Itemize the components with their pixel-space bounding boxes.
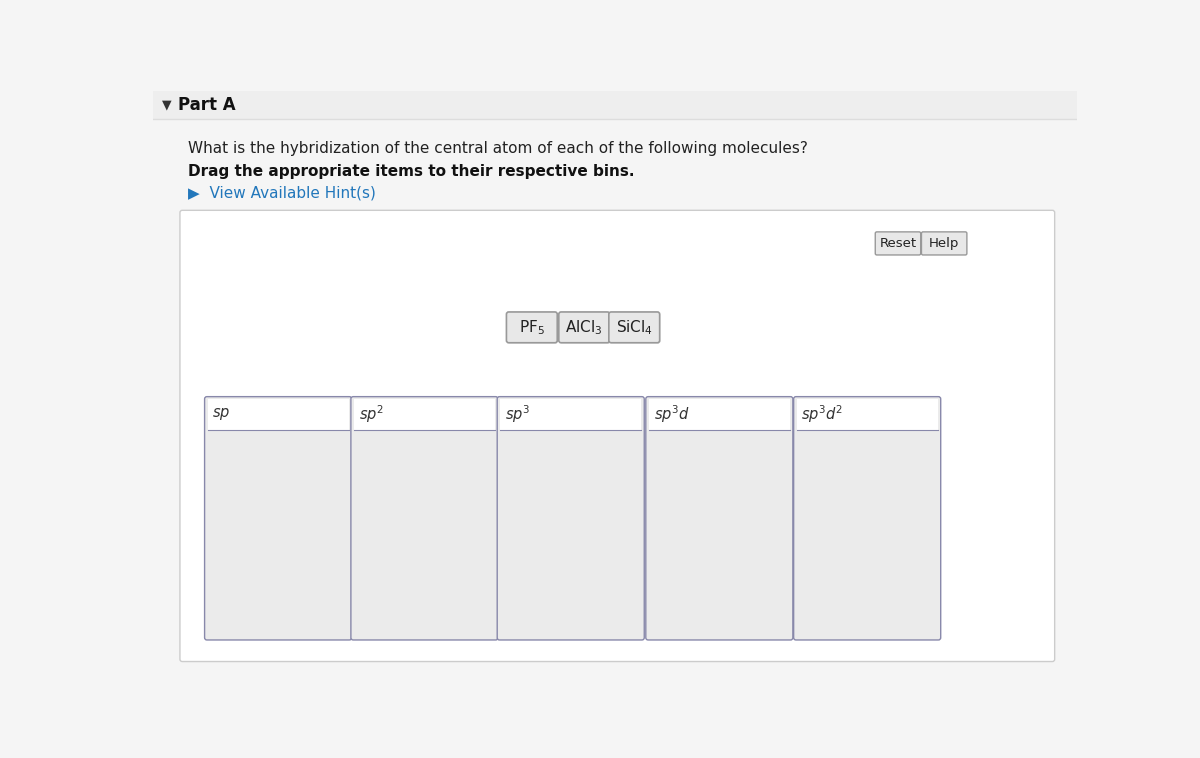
Text: $sp^3$d$^2$: $sp^3$d$^2$: [802, 403, 842, 425]
Text: $sp$: $sp$: [212, 406, 230, 422]
Text: What is the hybridization of the central atom of each of the following molecules: What is the hybridization of the central…: [187, 141, 808, 156]
FancyBboxPatch shape: [608, 312, 660, 343]
Bar: [154, 91, 1078, 119]
Bar: [797, 399, 937, 430]
FancyBboxPatch shape: [204, 396, 352, 640]
Bar: [354, 399, 494, 430]
Text: AlCl$_3$: AlCl$_3$: [565, 318, 602, 337]
Text: $sp^3$: $sp^3$: [505, 403, 530, 425]
Text: ▶  View Available Hint(s): ▶ View Available Hint(s): [187, 186, 376, 201]
Text: Help: Help: [929, 237, 959, 250]
FancyBboxPatch shape: [350, 396, 498, 640]
Text: $sp^2$: $sp^2$: [359, 403, 384, 425]
FancyBboxPatch shape: [497, 396, 644, 640]
Bar: [208, 399, 348, 430]
FancyBboxPatch shape: [793, 396, 941, 640]
Text: Drag the appropriate items to their respective bins.: Drag the appropriate items to their resp…: [187, 164, 634, 179]
FancyBboxPatch shape: [875, 232, 920, 255]
FancyBboxPatch shape: [559, 312, 610, 343]
Text: ▼: ▼: [162, 99, 172, 111]
FancyBboxPatch shape: [559, 313, 611, 343]
Text: Part A: Part A: [178, 96, 235, 114]
FancyBboxPatch shape: [610, 313, 660, 343]
Text: SiCl$_4$: SiCl$_4$: [616, 318, 653, 337]
Text: PF$_5$: PF$_5$: [518, 318, 545, 337]
FancyBboxPatch shape: [922, 232, 967, 255]
FancyBboxPatch shape: [508, 313, 558, 343]
FancyBboxPatch shape: [646, 396, 793, 640]
Bar: [649, 399, 790, 430]
FancyBboxPatch shape: [180, 210, 1055, 662]
FancyBboxPatch shape: [506, 312, 557, 343]
Bar: [500, 399, 641, 430]
Text: $sp^3$d: $sp^3$d: [654, 403, 690, 425]
Text: Reset: Reset: [880, 237, 917, 250]
